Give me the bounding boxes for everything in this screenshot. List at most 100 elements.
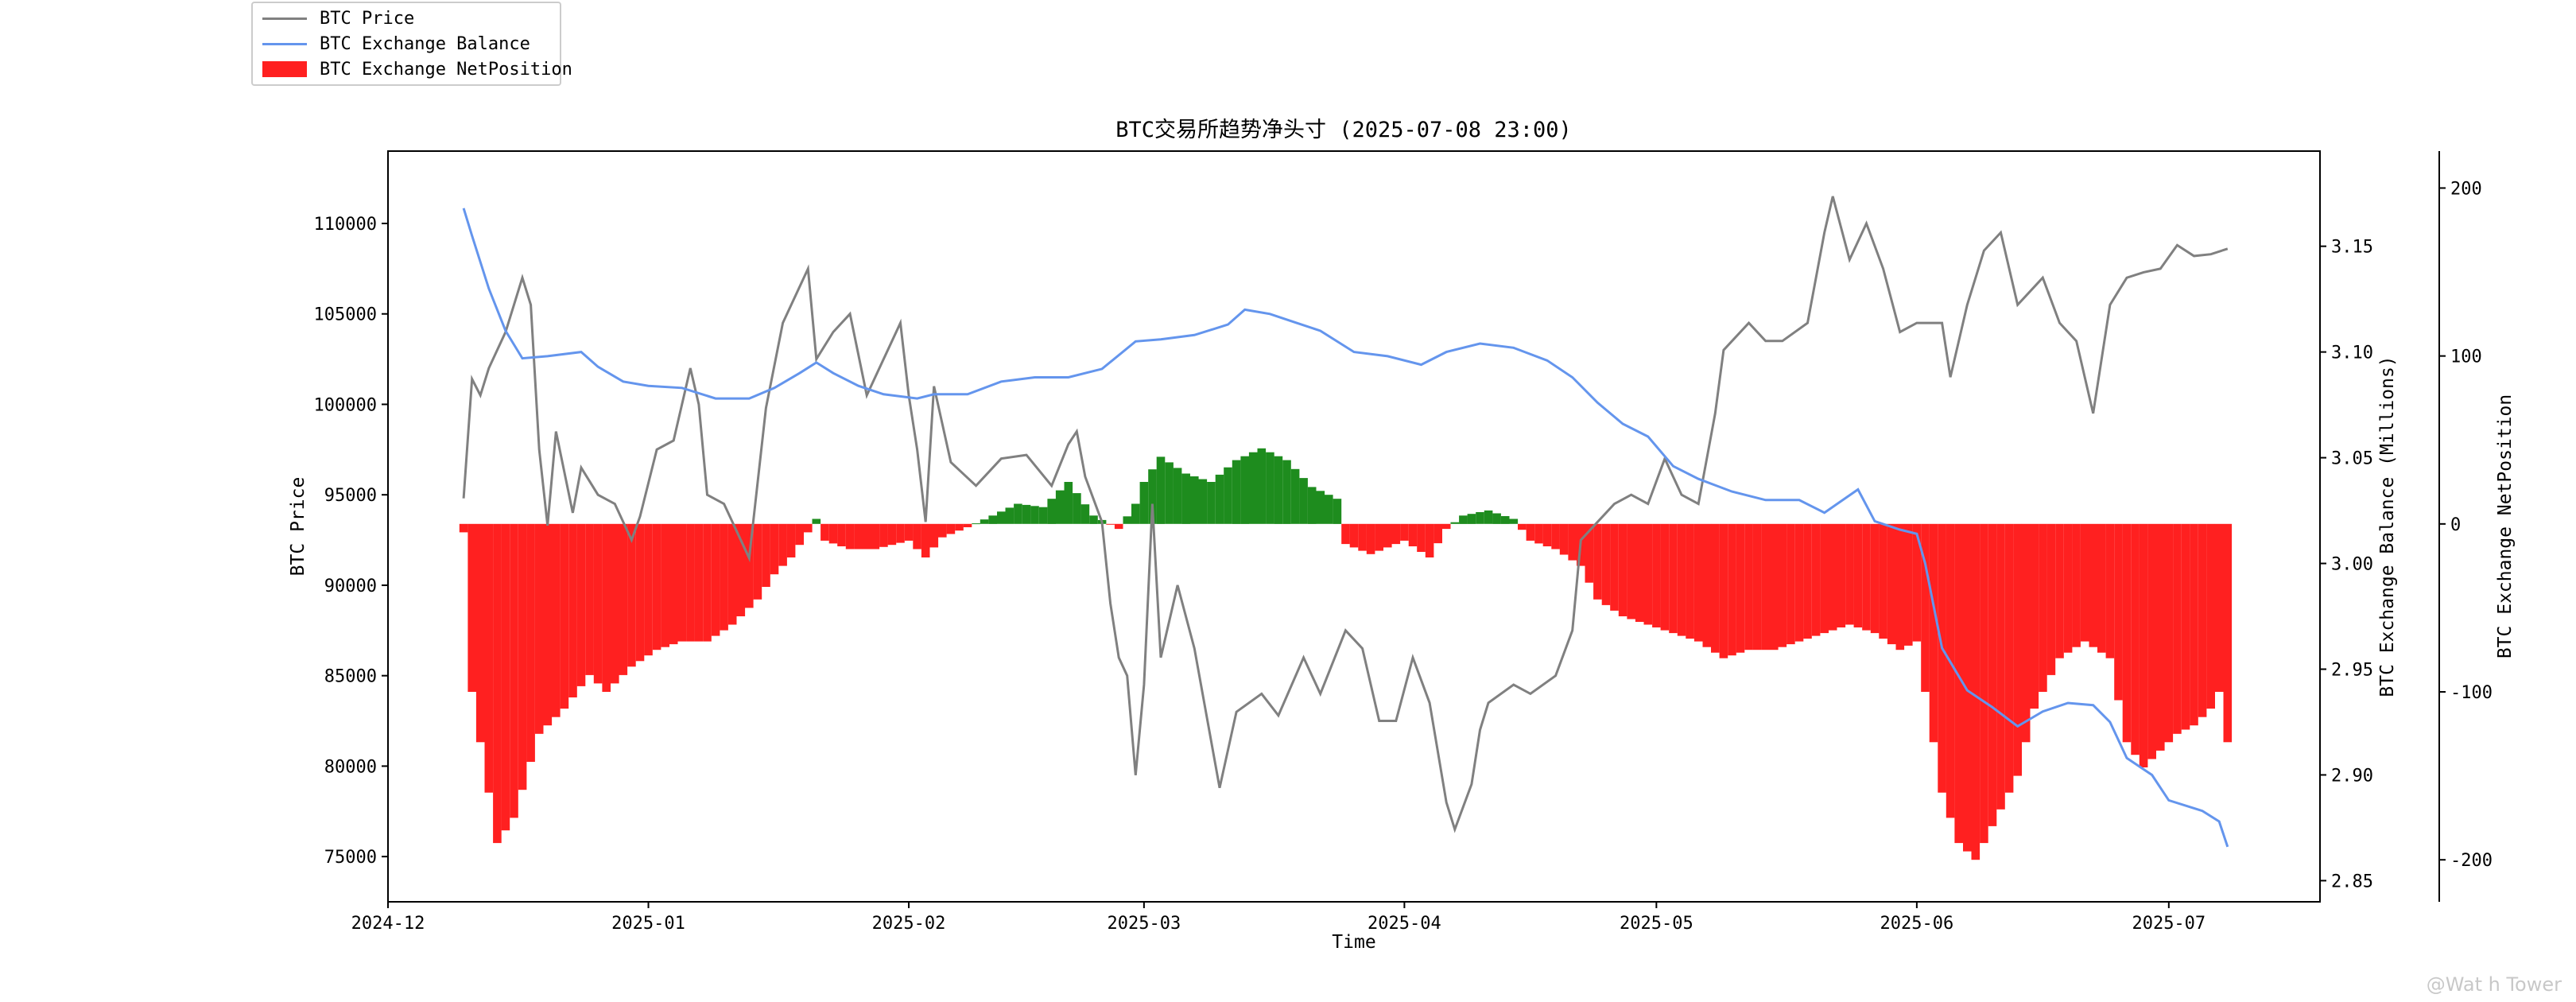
netposition-bar [518,523,527,790]
right2-axis-ticks: -200 -100 0 100 200 [2439,179,2493,871]
netposition-bar [1349,523,1359,548]
netposition-bar [1073,493,1081,524]
right2-tick-label: 0 [2450,515,2461,535]
netposition-bar [1240,456,1249,524]
netposition-bar [1669,523,1678,634]
netposition-bar [1425,523,1434,557]
netposition-bar [1080,504,1090,524]
right1-tick-label: 3.05 [2331,449,2373,469]
watermark: @Wat h Tower [2426,973,2562,996]
netposition-bar [1542,523,1552,546]
netposition-bar [2214,523,2224,692]
netposition-bar [821,523,829,541]
balance-line [462,208,2229,848]
netposition-bar [1862,523,1871,631]
netposition-bar [510,523,518,818]
netposition-bar [2013,523,2022,776]
netposition-bar [2039,523,2047,692]
netposition-bar [1752,523,1762,651]
netposition-bar [778,523,787,566]
netposition-bar [1156,456,1166,524]
netposition-bar [762,523,770,587]
legend-swatch-balance [262,42,307,45]
netposition-bar [2030,523,2039,709]
left-tick-label: 85000 [324,667,377,687]
netposition-bar [475,523,485,743]
netposition-bar [938,523,947,538]
netposition-bar [1971,523,1980,860]
netposition-bar [946,523,956,534]
netposition-bar [997,511,1006,524]
netposition-bar [1341,523,1350,545]
netposition-bar [1778,523,1787,647]
netposition-bar [1022,504,1031,524]
netposition-bar [1014,503,1022,524]
netposition-bar [1467,514,1476,524]
netposition-bar [2114,523,2123,701]
x-tick-label: 2025-02 [872,914,946,934]
netposition-bar [2223,523,2233,743]
netposition-bar [534,523,544,734]
netposition-bar [1055,490,1065,524]
right1-tick-label: 3.15 [2331,238,2373,258]
netposition-bar [467,523,476,692]
right2-tick-label: -100 [2450,683,2493,703]
netposition-bar [1190,476,1199,524]
netposition-bar [2122,523,2132,743]
netposition-bar [2198,523,2207,717]
x-tick-label: 2025-01 [611,914,685,934]
x-axis-ticks: 2024-12 2025-01 2025-02 2025-03 2025-04 2025-… [351,902,2206,934]
netposition-bar [1770,523,1779,651]
netposition-bar [854,523,863,550]
netposition-bar [677,523,687,642]
netposition-bar [2173,523,2182,734]
netposition-bar [786,523,796,557]
netposition-bar [1912,523,1922,642]
netposition-bar [770,523,779,575]
netposition-bar [804,523,813,533]
netposition-bar [1248,452,1258,524]
netposition-bar [1366,523,1375,554]
price-line [462,196,2229,833]
netposition-bar [1895,523,1905,651]
netposition-bar [1837,523,1846,627]
netposition-bar [1618,523,1627,616]
left-tick-label: 75000 [324,848,377,868]
netposition-bar [1853,523,1863,627]
netposition-bar [1131,503,1140,524]
netposition-bar [2147,523,2156,759]
netposition-bar [972,523,980,525]
netposition-bar [1408,523,1418,546]
netposition-bar [661,523,669,647]
netposition-bar [720,523,728,631]
netposition-bar [871,523,880,550]
netposition-bar [1677,523,1686,636]
netposition-bar [1761,523,1770,651]
netposition-bar [1635,523,1644,622]
netposition-bar [1585,523,1594,583]
netposition-bar [1702,523,1712,647]
netposition-bar [1106,523,1115,525]
legend-label-netposition: BTC Exchange NetPosition [320,59,572,80]
netposition-bar [1492,513,1501,524]
netposition-bar [1559,523,1569,555]
netposition-bar [1711,523,1720,653]
x-axis-label: Time [1332,932,1375,953]
netposition-bar [2055,523,2064,658]
legend-label-balance: BTC Exchange Balance [320,33,530,54]
netposition-bar [727,523,737,625]
right1-tick-label: 2.95 [2331,660,2373,680]
netposition-bar [1173,468,1182,524]
netposition-bar [2046,523,2056,675]
netposition-bar [736,523,746,616]
netposition-bar [1459,515,1468,524]
netposition-bar [2105,523,2115,658]
netposition-bar [1266,452,1274,524]
netposition-bar [644,523,653,656]
right2-tick-label: 200 [2450,179,2482,199]
netposition-bar [1400,523,1409,541]
left-tick-label: 95000 [324,486,377,506]
netposition-bar [1198,479,1208,524]
netposition-bar [635,523,645,662]
netposition-bar [1660,523,1670,631]
